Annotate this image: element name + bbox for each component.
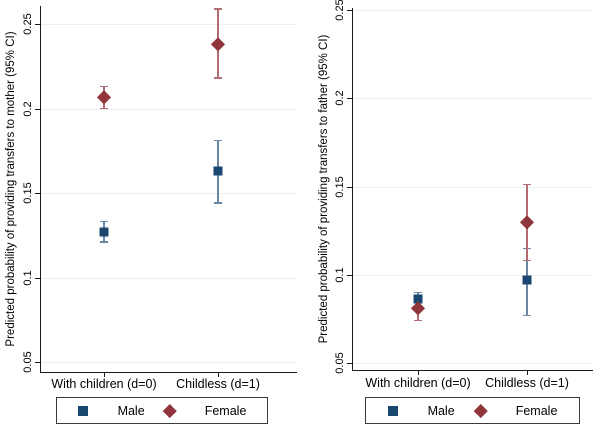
diamond-icon <box>474 403 488 418</box>
marker-female <box>97 89 111 104</box>
y-tick-label: 0.15 <box>334 175 346 198</box>
square-icon <box>387 405 398 416</box>
y-tick-mark <box>347 186 352 188</box>
y-tick-mark <box>35 362 40 363</box>
gridline <box>41 193 297 194</box>
y-axis-line <box>40 6 41 372</box>
y-tick-label: 0.2 <box>334 90 346 106</box>
error-bar-cap-bottom <box>523 259 531 262</box>
y-tick-label: 0.1 <box>22 269 34 286</box>
square-icon <box>77 405 88 416</box>
gridline <box>353 363 593 364</box>
y-tick-mark <box>35 277 40 279</box>
gridline <box>353 186 593 188</box>
marker-male <box>213 166 223 176</box>
panel-transfers-to-mother: Predicted probability of providing trans… <box>5 6 297 424</box>
error-bar-cap-bottom <box>100 107 108 110</box>
y-tick-mark <box>347 10 352 11</box>
y-axis-title-father: Predicted probability of providing trans… <box>318 34 330 344</box>
y-tick-label: 0.05 <box>22 351 34 373</box>
legend-label: Female <box>515 403 558 418</box>
legend-item: Female <box>474 403 558 418</box>
x-category-label: With children (d=0) <box>51 377 157 391</box>
legend-label: Male <box>427 403 455 418</box>
legend-mother: Male Female <box>56 397 268 424</box>
y-tick-mark <box>35 108 40 110</box>
legend-label: Male <box>117 403 145 418</box>
y-tick-label: 0.15 <box>22 182 34 204</box>
x-category-label: With children (d=0) <box>365 376 471 390</box>
error-bar-cap-bottom <box>214 202 222 204</box>
gridline <box>41 362 297 363</box>
legend-label: Female <box>204 403 247 418</box>
x-tick-mark <box>418 371 419 375</box>
x-category-label: Childless (d=1) <box>176 377 260 391</box>
x-tick-mark <box>218 373 219 377</box>
error-bar-cap-bottom <box>414 319 422 322</box>
gridline <box>353 98 593 100</box>
legend-item: Male <box>387 403 455 418</box>
y-tick-mark <box>35 24 40 25</box>
panel-transfers-to-father: Predicted probability of providing trans… <box>300 0 600 425</box>
marker-male <box>522 275 532 285</box>
error-bar-cap-top <box>414 291 422 294</box>
y-tick-label: 0.1 <box>334 267 346 283</box>
gridline <box>353 10 593 11</box>
legend-father: Male Female <box>365 397 580 424</box>
error-bar-cap-top <box>214 139 222 142</box>
error-bar-cap-bottom <box>100 241 108 243</box>
diamond-icon <box>163 403 177 418</box>
x-tick-mark <box>527 371 528 375</box>
gridline <box>41 24 297 25</box>
marker-female <box>211 37 225 51</box>
x-tick-mark <box>104 373 105 377</box>
error-bar-cap-top <box>214 8 222 10</box>
y-tick-mark <box>347 274 352 276</box>
legend-item: Male <box>77 403 145 418</box>
error-bar-cap-top <box>100 220 108 223</box>
error-bar-cap-top <box>523 183 531 186</box>
legend-item: Female <box>163 403 247 418</box>
gridline <box>353 274 593 276</box>
y-tick-label: 0.25 <box>334 0 346 21</box>
gridline <box>41 277 297 279</box>
y-tick-mark <box>347 98 352 100</box>
y-tick-label: 0.05 <box>334 352 346 374</box>
y-tick-label: 0.25 <box>22 13 34 35</box>
x-axis-line <box>352 370 593 371</box>
marker-male <box>99 227 109 237</box>
error-bar-cap-top <box>100 85 108 88</box>
y-axis-title-mother: Predicted probability of providing trans… <box>5 31 17 347</box>
error-bar-cap-bottom <box>214 77 222 79</box>
y-axis-line <box>352 8 353 370</box>
gridline <box>41 108 297 110</box>
x-axis-line <box>40 372 297 373</box>
error-bar-cap-bottom <box>523 314 531 317</box>
y-tick-mark <box>35 193 40 194</box>
x-category-label: Childless (d=1) <box>485 376 569 390</box>
marker-male <box>413 294 423 304</box>
marker-female <box>520 215 534 229</box>
y-tick-mark <box>347 363 352 364</box>
y-tick-label: 0.2 <box>22 100 34 117</box>
